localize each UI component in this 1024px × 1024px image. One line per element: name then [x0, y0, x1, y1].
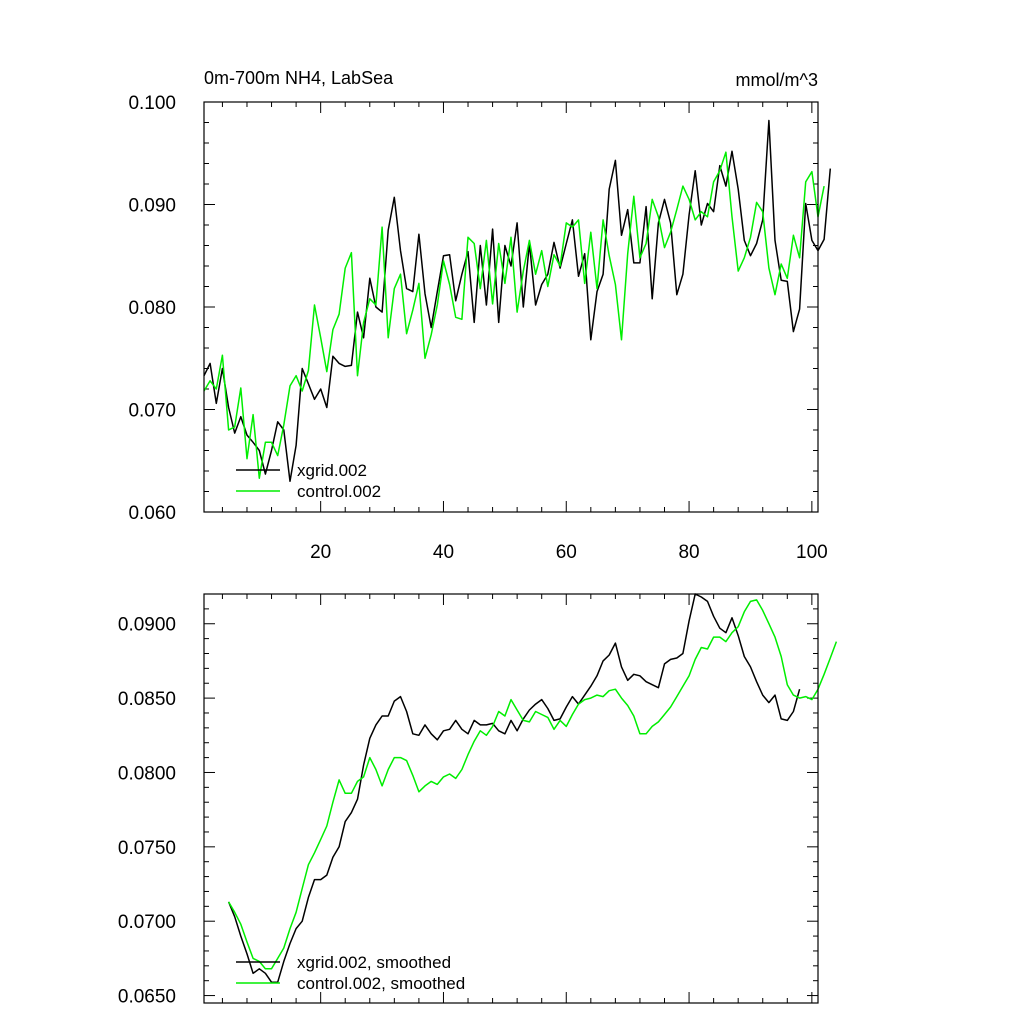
- legend-label-xgrid-smoothed: xgrid.002, smoothed: [297, 953, 451, 972]
- legend-label-control: control.002: [297, 482, 381, 501]
- legend-label-xgrid: xgrid.002: [297, 461, 367, 480]
- x-tick-label: 80: [678, 542, 699, 563]
- legend-label-control-smoothed: control.002, smoothed: [297, 974, 465, 993]
- y-tick-label: 0.0750: [118, 838, 176, 859]
- x-tick-label: 20: [310, 542, 331, 563]
- y-tick-label: 0.070: [128, 401, 176, 422]
- x-tick-label: 100: [796, 542, 828, 563]
- y-tick-label: 0.0650: [118, 987, 176, 1008]
- series-line-xgrid-002: [203, 119, 832, 483]
- top-chart-tick-labels: 0.060 0.070 0.080 0.090 0.100 20 40 60 80 100: [128, 93, 827, 563]
- y-tick-label: 0.060: [128, 503, 176, 524]
- bottom-chart-lines: [227, 593, 838, 983]
- y-tick-label: 0.0800: [118, 763, 176, 784]
- x-tick-label: 40: [433, 542, 454, 563]
- bottom-chart-panel: 0.0650 0.0700 0.0750 0.0800 0.0850 0.0900 xgr…: [118, 593, 838, 1008]
- bottom-chart-legend: xgrid.002, smoothed control.002, smoothe…: [236, 953, 465, 993]
- bottom-chart-ticks: [204, 593, 818, 1003]
- y-tick-label: 0.080: [128, 298, 176, 319]
- series-line-xgrid-002-smoothed: [227, 593, 801, 983]
- bottom-chart-tick-labels: 0.0650 0.0700 0.0750 0.0800 0.0850 0.0900: [118, 615, 176, 1008]
- top-chart-ticks: [204, 101, 818, 513]
- chart-title: 0m-700m NH4, LabSea: [204, 68, 394, 88]
- chart-units-label: mmol/m^3: [736, 70, 818, 90]
- x-tick-label: 60: [556, 542, 577, 563]
- y-tick-label: 0.100: [128, 93, 176, 114]
- series-line-control-002-smoothed: [227, 599, 838, 970]
- y-tick-label: 0.0900: [118, 615, 176, 636]
- top-chart-frame: [203, 101, 819, 513]
- y-tick-label: 0.0850: [118, 689, 176, 710]
- top-chart-legend: xgrid.002 control.002: [236, 461, 381, 501]
- y-tick-label: 0.0700: [118, 912, 176, 933]
- bottom-chart-frame: [203, 593, 819, 1004]
- series-line-control-002: [203, 151, 825, 479]
- top-chart-lines: [203, 119, 832, 483]
- top-chart-panel: 0m-700m NH4, LabSea mmol/m^3 0.0600.0700…: [128, 68, 832, 563]
- y-tick-label: 0.090: [128, 196, 176, 217]
